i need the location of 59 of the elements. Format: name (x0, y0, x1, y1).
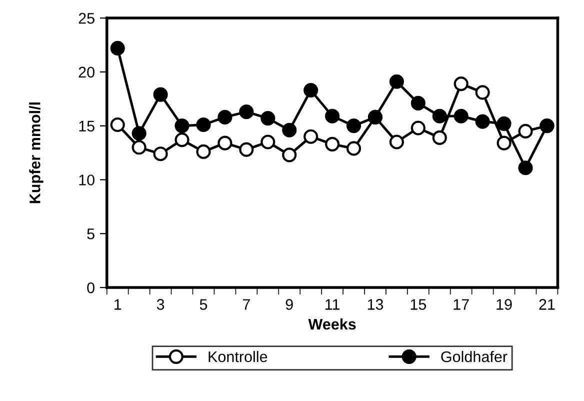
point (475, 114, 490, 129)
point (239, 142, 254, 157)
y-tick-label: 5 (87, 228, 94, 240)
point (389, 74, 404, 89)
y-tick-label: 0 (87, 282, 94, 294)
point (346, 141, 362, 156)
point (239, 104, 254, 120)
x-tick-label: 3 (156, 299, 164, 310)
x-tick-label: 5 (200, 299, 208, 310)
x-tick-label: 17 (454, 299, 469, 310)
point (496, 116, 512, 131)
x-tick-label: 13 (368, 299, 384, 310)
point (325, 136, 340, 152)
x-tick-label: 7 (242, 299, 250, 310)
point (132, 140, 146, 155)
x-tick-label: 11 (326, 299, 340, 310)
x-axis-title: Weeks (308, 318, 356, 330)
point (174, 132, 190, 148)
point (110, 117, 125, 132)
point (110, 40, 125, 56)
point (260, 134, 276, 150)
point (132, 126, 146, 141)
point (475, 85, 490, 100)
point (153, 87, 168, 102)
y-tick-label: 10 (79, 174, 94, 186)
legend-label: Kontrolle (208, 350, 268, 362)
point (496, 136, 512, 150)
point (282, 148, 297, 162)
point (282, 122, 297, 138)
point (153, 146, 168, 162)
point (196, 144, 211, 159)
point (260, 110, 276, 126)
point (218, 136, 232, 150)
x-tick-label: 19 (496, 299, 512, 310)
point (518, 160, 533, 176)
point (432, 130, 447, 145)
y-axis-title: Kupfer mmol/l (29, 102, 44, 204)
point (325, 108, 340, 124)
y-tick-label: 15 (79, 120, 94, 132)
point (196, 117, 211, 132)
x-tick-label: 15 (410, 299, 426, 310)
x-tick-label: 21 (539, 299, 555, 310)
point (389, 134, 404, 150)
point (454, 76, 468, 92)
y-tick-label: 20 (78, 66, 94, 78)
point (410, 120, 426, 136)
point (410, 96, 426, 110)
point (174, 118, 190, 134)
x-tick-label: 9 (286, 299, 293, 310)
y-tick-label: 25 (78, 12, 94, 24)
point (454, 108, 468, 124)
point (304, 129, 318, 144)
point (304, 82, 318, 98)
point (432, 108, 447, 124)
point (518, 124, 533, 139)
point (346, 118, 362, 134)
x-tick-label: 1 (114, 299, 122, 310)
point (218, 110, 232, 125)
legend-label: Goldhafer (441, 350, 508, 362)
